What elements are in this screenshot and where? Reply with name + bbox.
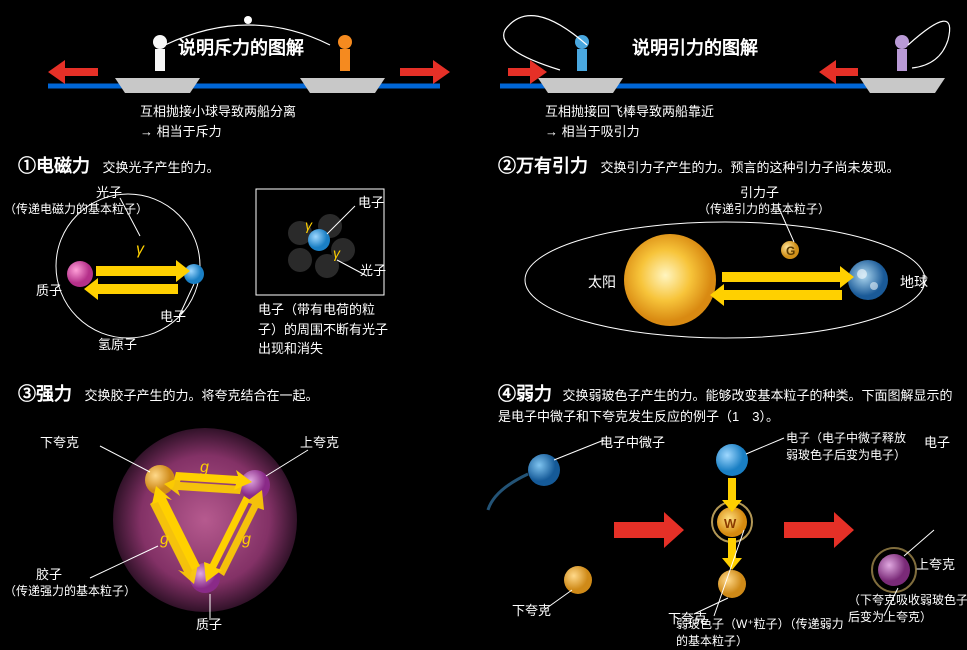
proton-label-p3: 质子 — [196, 614, 222, 633]
attraction-title: 说明引力的图解 — [632, 34, 758, 60]
panel4-title-text: ④弱力 — [498, 384, 552, 404]
up-quark-label-p4: 上夸克 — [916, 554, 955, 573]
gluon-note: （传递强力的基本粒子） — [4, 582, 136, 599]
panel2-subtitle: 交换引力子产生的力。预言的这种引力子尚未发现。 — [600, 160, 899, 175]
electron-right-label: 电子 — [924, 432, 950, 451]
earth-label: 地球 — [900, 272, 928, 292]
svg-text:W: W — [724, 516, 737, 531]
svg-text:γ: γ — [305, 217, 313, 233]
attraction-caption-line1: 互相抛接回飞棒导致两船靠近 — [545, 104, 714, 119]
svg-text:γ: γ — [136, 241, 145, 258]
repulsion-caption: 互相抛接小球导致两船分离 → 相当于斥力 — [140, 102, 296, 141]
panel3-title: ③强力 交换胶子产生的力。将夸克结合在一起。 — [18, 380, 318, 406]
w-boson-label: 弱玻色子（W⁺粒子）（传递弱力的基本粒子） — [676, 616, 846, 650]
repulsion-caption-line1: 互相抛接小球导致两船分离 — [140, 104, 296, 119]
repulsion-caption-line2: → 相当于斥力 — [140, 124, 222, 139]
panel1-title-text: ①电磁力 — [18, 156, 90, 176]
graviton-note: （传递引力的基本粒子） — [698, 200, 830, 217]
down-quark-left-label: 下夸克 — [512, 600, 551, 619]
inset-caption: 电子（带有电荷的粒子）的周围不断有光子出现和消失 — [258, 300, 393, 359]
svg-text:γ: γ — [333, 245, 341, 261]
photon-label: 光子 — [96, 182, 122, 201]
panel4-subtitle: 交换弱玻色子产生的力。能够改变基本粒子的种类。下面图解显示的是电子中微子和下夸克… — [498, 388, 952, 424]
strong-force-diagram: g g g — [60, 410, 340, 640]
panel2-title: ②万有引力 交换引力子产生的力。预言的这种引力子尚未发现。 — [498, 152, 899, 178]
up-quark-label-p3: 上夸克 — [300, 432, 339, 451]
attraction-caption-line2: → 相当于吸引力 — [545, 124, 640, 139]
photon-note: （传递电磁力的基本粒子） — [4, 200, 148, 217]
proton-label: 质子 — [36, 280, 62, 299]
panel4-title: ④弱力 交换弱玻色子产生的力。能够改变基本粒子的种类。下面图解显示的是电子中微子… — [498, 380, 958, 428]
panel3-title-text: ③强力 — [18, 384, 72, 404]
e-neutrino-label: 电子中微子 — [600, 432, 665, 451]
panel3-subtitle: 交换胶子产生的力。将夸克结合在一起。 — [84, 388, 318, 403]
w-boson-text: 弱玻色子（W⁺粒子）（传递弱力的基本粒子） — [676, 617, 844, 648]
inset-electron-label: 电子 — [358, 192, 384, 211]
inset-photon-label: 光子 — [360, 260, 386, 279]
panel1-subtitle: 交换光子产生的力。 — [102, 160, 219, 175]
attraction-caption: 互相抛接回飞棒导致两船靠近 → 相当于吸引力 — [545, 102, 714, 141]
electron-transform-label: 电子（电子中微子释放弱玻色子后变为电子） — [786, 430, 916, 465]
electron-label: 电子 — [160, 306, 186, 325]
gluon-label: 胶子 — [36, 564, 62, 583]
hydrogen-label: 氢原子 — [98, 334, 137, 353]
down-quark-label-p3: 下夸克 — [40, 432, 79, 451]
repulsion-title: 说明斥力的图解 — [178, 34, 304, 60]
svg-text:G: G — [786, 244, 795, 258]
svg-text:g: g — [200, 459, 209, 476]
up-quark-note: （下夸克吸收弱玻色子后变为上夸克） — [848, 592, 967, 626]
graviton-label: 引力子 — [740, 182, 779, 201]
panel1-title: ①电磁力 交换光子产生的力。 — [18, 152, 219, 178]
panel2-title-text: ②万有引力 — [498, 156, 588, 176]
sun-label: 太阳 — [588, 272, 616, 292]
